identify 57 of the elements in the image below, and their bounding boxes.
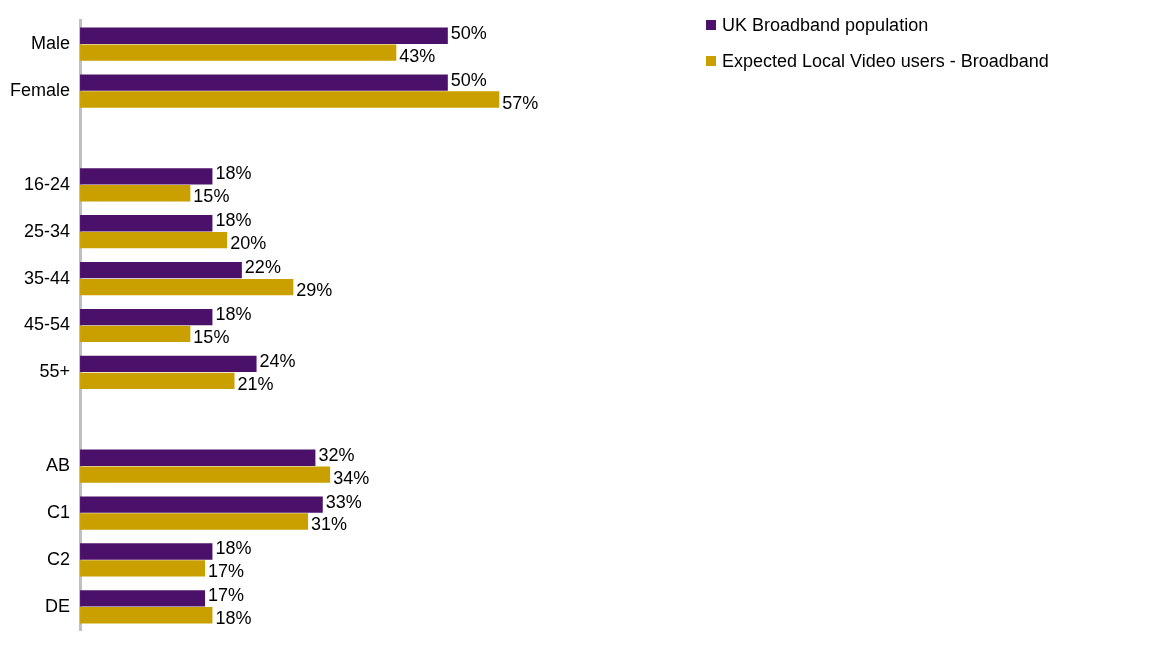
- y-tick-label: C2: [47, 548, 71, 569]
- bar: [80, 607, 213, 624]
- data-label: 29%: [296, 280, 333, 301]
- data-label: 43%: [399, 45, 436, 66]
- data-label: 50%: [450, 22, 487, 43]
- y-tick-label: 45-54: [23, 314, 71, 335]
- data-label: 50%: [450, 69, 487, 90]
- data-label: 20%: [230, 233, 267, 254]
- bar: [80, 449, 316, 466]
- bar: [80, 91, 500, 108]
- bar: [80, 232, 228, 249]
- data-label: 32%: [318, 444, 355, 465]
- data-label: 34%: [333, 467, 370, 488]
- bar: [80, 590, 206, 607]
- bar: [80, 372, 235, 389]
- legend-label: UK Broadband population: [722, 14, 929, 36]
- bar: [80, 496, 323, 513]
- bar: [80, 44, 397, 61]
- data-label: 57%: [502, 92, 539, 113]
- bar: [80, 466, 331, 483]
- data-label: 21%: [237, 373, 274, 394]
- bar: [80, 355, 257, 373]
- y-tick-label: Female: [9, 80, 71, 101]
- y-tick-label: 55+: [39, 361, 71, 382]
- y-tick-label: 25-34: [23, 220, 71, 241]
- data-label: 33%: [325, 491, 362, 512]
- bar: [80, 168, 213, 185]
- data-label: 17%: [208, 585, 245, 606]
- data-label: 24%: [259, 350, 296, 371]
- bar: [80, 543, 213, 560]
- data-label: 15%: [193, 186, 230, 207]
- y-tick-label: 16-24: [23, 173, 71, 194]
- bar: [80, 513, 309, 530]
- data-label: 31%: [311, 514, 348, 535]
- bar: [80, 308, 213, 326]
- bar: [80, 185, 191, 202]
- data-label: 18%: [215, 538, 252, 559]
- y-tick-label: 35-44: [23, 267, 71, 288]
- bar: [80, 278, 294, 296]
- y-tick-label: C1: [47, 501, 71, 522]
- y-tick-label: DE: [45, 595, 71, 616]
- data-label: 15%: [193, 326, 230, 347]
- data-label: 18%: [215, 304, 252, 325]
- data-label: 18%: [215, 608, 252, 629]
- bar: [80, 262, 242, 279]
- bar: [80, 560, 206, 577]
- legend-label: Expected Local Video users - Broadband: [722, 50, 1049, 72]
- y-tick-label: Male: [31, 33, 71, 54]
- bar: [80, 27, 448, 44]
- data-label: 17%: [208, 561, 245, 582]
- data-label: 18%: [215, 210, 252, 231]
- data-label: 22%: [244, 257, 281, 278]
- y-tick-label: AB: [46, 455, 71, 476]
- bar: [80, 215, 213, 232]
- bar: [80, 74, 448, 91]
- bar: [80, 325, 191, 343]
- data-label: 18%: [215, 163, 252, 184]
